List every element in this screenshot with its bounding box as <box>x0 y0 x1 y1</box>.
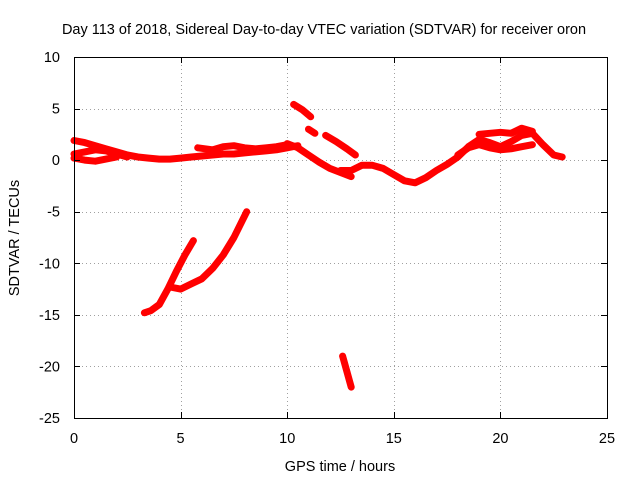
y-tick-label: 0 <box>52 153 60 169</box>
x-tick-label: 10 <box>279 431 295 447</box>
y-tick-label: -5 <box>47 205 60 221</box>
x-tick-label: 20 <box>492 431 508 447</box>
x-tick-label: 0 <box>70 431 78 447</box>
y-tick-label: -10 <box>39 256 60 272</box>
data-series <box>70 100 566 391</box>
x-tick-label: 25 <box>599 431 615 447</box>
series-arc-10 <box>322 131 359 159</box>
series-arc-4 <box>194 141 291 154</box>
x-tick-label: 15 <box>386 431 402 447</box>
series-arc-12 <box>166 208 251 293</box>
y-tick-label: -25 <box>39 411 60 427</box>
grid-lines <box>74 57 607 418</box>
y-axis-label: SDTVAR / TECUs <box>7 180 23 296</box>
series-arc-9 <box>290 100 315 121</box>
y-tick-label: -15 <box>39 308 60 324</box>
y-tick-label: 10 <box>44 50 60 66</box>
plot-frame <box>74 57 608 419</box>
series-arc-14 <box>305 125 319 137</box>
series-arc-11 <box>140 237 197 317</box>
series-arc-3 <box>70 153 121 165</box>
x-tick-label: 5 <box>177 431 185 447</box>
chart-title: Day 113 of 2018, Sidereal Day-to-day VTE… <box>62 22 586 38</box>
y-tick-label: -20 <box>39 359 60 375</box>
axis-ticks: 0 5 10 15 20 25 -25 -20 -15 -10 -5 0 5 10 <box>39 50 615 447</box>
series-arc-13 <box>339 352 355 391</box>
y-tick-label: 5 <box>52 102 60 118</box>
series-arc-7 <box>454 141 536 159</box>
series-arc-8 <box>475 124 536 138</box>
x-axis-label: GPS time / hours <box>285 459 395 475</box>
series-arc-6 <box>337 129 566 187</box>
